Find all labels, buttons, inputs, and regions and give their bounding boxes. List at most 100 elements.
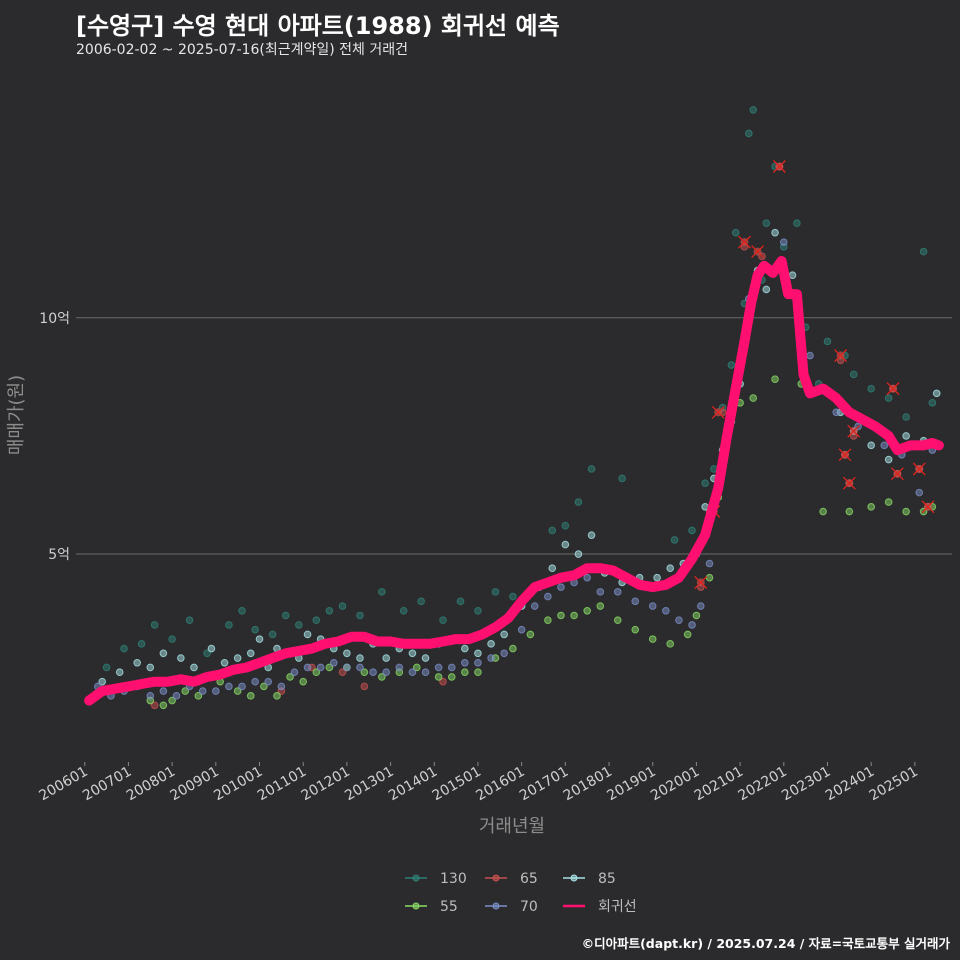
point-70 bbox=[583, 573, 591, 582]
point-130 bbox=[670, 536, 679, 544]
outlier-x-marker bbox=[890, 467, 904, 481]
point-130 bbox=[185, 616, 194, 625]
point-85 bbox=[115, 668, 124, 677]
x-tick-label: 201801 bbox=[561, 764, 615, 805]
point-70 bbox=[705, 559, 714, 568]
legend-label: 55 bbox=[440, 899, 458, 915]
point-130 bbox=[902, 413, 910, 421]
point-85 bbox=[98, 677, 107, 686]
point-70 bbox=[832, 408, 841, 417]
point-85 bbox=[653, 573, 661, 582]
chart-title: [수영구] 수영 현대 아파트(1988) 회귀선 예측 bbox=[76, 12, 560, 40]
point-130 bbox=[762, 219, 771, 228]
x-tick-label: 201601 bbox=[473, 764, 527, 805]
point-85 bbox=[574, 550, 583, 558]
point-85 bbox=[932, 389, 941, 398]
point-85 bbox=[902, 432, 910, 440]
point-130 bbox=[793, 219, 801, 228]
point-130 bbox=[884, 394, 893, 402]
point-85 bbox=[867, 441, 875, 450]
point-70 bbox=[806, 351, 814, 360]
point-85 bbox=[762, 285, 771, 294]
point-130 bbox=[919, 247, 928, 256]
point-70 bbox=[264, 677, 273, 686]
point-130 bbox=[225, 621, 233, 629]
point-85 bbox=[207, 644, 216, 653]
point-85 bbox=[146, 663, 155, 672]
outlier-x-marker bbox=[912, 462, 926, 476]
x-tick-label: 200701 bbox=[80, 764, 134, 805]
point-85 bbox=[421, 654, 430, 662]
y-tick-label: 5억 bbox=[48, 547, 70, 563]
point-130 bbox=[867, 384, 875, 393]
point-65 bbox=[338, 668, 347, 677]
point-55 bbox=[526, 630, 535, 639]
point-55 bbox=[705, 573, 714, 582]
point-55 bbox=[299, 677, 307, 686]
regression-line-path bbox=[84, 256, 944, 706]
point-55 bbox=[194, 692, 203, 700]
point-55 bbox=[312, 668, 321, 677]
outlier-x-marker bbox=[834, 349, 848, 363]
point-85 bbox=[474, 649, 482, 658]
point-70 bbox=[198, 687, 207, 695]
point-55 bbox=[613, 616, 622, 625]
point-70 bbox=[530, 602, 539, 610]
legend-label: 70 bbox=[520, 899, 538, 915]
point-70 bbox=[303, 663, 312, 672]
point-55 bbox=[666, 640, 674, 648]
point-70 bbox=[500, 649, 508, 658]
point-130 bbox=[701, 479, 709, 487]
point-70 bbox=[316, 663, 325, 672]
point-130 bbox=[574, 498, 583, 506]
point-85 bbox=[461, 644, 469, 653]
point-130 bbox=[509, 592, 517, 601]
point-55 bbox=[570, 611, 578, 620]
point-55 bbox=[273, 692, 281, 700]
point-85 bbox=[487, 640, 495, 648]
point-70 bbox=[277, 682, 286, 691]
point-70 bbox=[688, 621, 696, 629]
y-axis-ticks: 5억 10억 bbox=[39, 311, 70, 563]
outlier-x-marker bbox=[886, 382, 900, 396]
point-55 bbox=[246, 692, 255, 700]
point-85 bbox=[548, 564, 557, 573]
outlier-x-marker bbox=[847, 424, 861, 438]
point-55 bbox=[159, 701, 168, 710]
point-85 bbox=[255, 635, 264, 643]
point-85 bbox=[408, 649, 417, 658]
point-55 bbox=[260, 682, 268, 691]
legend-item-55: 55 bbox=[405, 899, 458, 915]
legend: 130 65 85 55 70 회귀선 bbox=[405, 871, 637, 915]
point-70 bbox=[461, 658, 469, 667]
point-55 bbox=[867, 502, 875, 511]
point-70 bbox=[225, 682, 233, 691]
outlier-x-marker bbox=[738, 235, 751, 249]
x-tick-label: 202201 bbox=[735, 764, 789, 805]
point-70 bbox=[290, 668, 299, 677]
point-130 bbox=[378, 588, 386, 596]
point-55 bbox=[631, 625, 640, 634]
point-130 bbox=[399, 606, 408, 615]
footer-credit: ©디아파트(dapt.kr) / 2025.07.24 / 자료=국토교통부 실… bbox=[581, 936, 950, 951]
point-55 bbox=[692, 611, 701, 620]
point-130 bbox=[203, 649, 211, 658]
point-130 bbox=[168, 635, 176, 643]
point-130 bbox=[849, 370, 858, 379]
point-70 bbox=[395, 663, 404, 672]
point-55 bbox=[286, 673, 294, 681]
outlier-x-marker bbox=[711, 405, 725, 419]
point-130 bbox=[238, 606, 246, 615]
point-70 bbox=[779, 238, 788, 246]
x-tick-label: 201001 bbox=[211, 764, 265, 805]
point-70 bbox=[343, 663, 351, 672]
point-55 bbox=[360, 668, 369, 677]
point-130 bbox=[251, 625, 259, 634]
point-55 bbox=[434, 673, 443, 681]
point-65 bbox=[150, 701, 159, 710]
legend-label: 회귀선 bbox=[598, 899, 637, 915]
x-tick-label: 202301 bbox=[779, 764, 833, 805]
point-85 bbox=[561, 540, 570, 549]
point-70 bbox=[474, 658, 482, 667]
